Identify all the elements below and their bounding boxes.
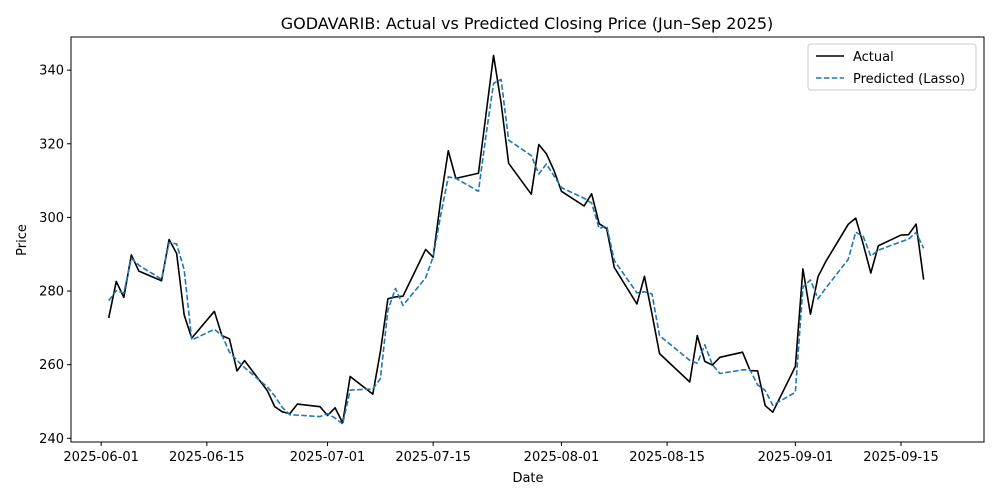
y-tick-label-1: 260	[39, 358, 64, 373]
y-tick-label-4: 320	[39, 137, 64, 152]
legend: Actual Predicted (Lasso)	[807, 43, 977, 91]
y-axis-label: Price	[15, 224, 30, 256]
x-tick-label-6: 2025-09-01	[758, 450, 834, 465]
legend-box	[807, 43, 977, 91]
axes: 2025-06-01 2025-06-15 2025-07-01 2025-07-15…	[39, 36, 985, 465]
legend-label-0: Actual	[853, 50, 894, 65]
x-tick-label-0: 2025-06-01	[63, 450, 139, 465]
x-tick-label-3: 2025-07-15	[395, 450, 471, 465]
plot-area	[107, 54, 925, 425]
x-tick-label-5: 2025-08-15	[629, 450, 705, 465]
x-tick-label-2: 2025-07-01	[290, 450, 366, 465]
x-tick-label-4: 2025-08-01	[524, 450, 600, 465]
y-tick-label-2: 280	[39, 285, 64, 300]
x-tick-label-1: 2025-06-15	[169, 450, 245, 465]
y-tick-label-5: 340	[39, 64, 64, 79]
y-tick-label-3: 300	[39, 211, 64, 226]
legend-label-1: Predicted (Lasso)	[853, 72, 965, 87]
x-tick-label-7: 2025-09-15	[863, 450, 939, 465]
series-line-0	[107, 54, 925, 424]
y-tick-label-0: 240	[39, 432, 64, 447]
chart-title: GODAVARIB: Actual vs Predicted Closing P…	[281, 14, 774, 33]
series-line-1	[108, 78, 925, 425]
x-axis-label: Date	[512, 471, 543, 486]
plot-frame	[70, 36, 985, 443]
